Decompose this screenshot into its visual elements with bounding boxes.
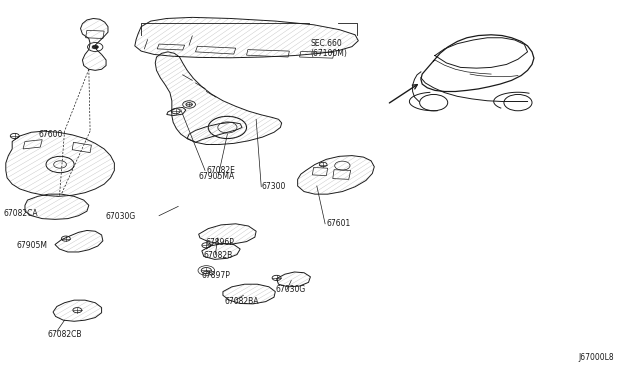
Text: J67000L8: J67000L8 <box>578 353 614 362</box>
Text: 67030G: 67030G <box>106 212 136 221</box>
Text: 67896P: 67896P <box>205 238 234 247</box>
Text: 67905M: 67905M <box>17 241 47 250</box>
Text: 67897P: 67897P <box>202 271 231 280</box>
Text: 67082BA: 67082BA <box>224 297 259 306</box>
Text: 67082B: 67082B <box>204 251 233 260</box>
Text: SEC.660: SEC.660 <box>310 39 342 48</box>
Circle shape <box>92 45 99 49</box>
Text: 67600: 67600 <box>39 130 63 140</box>
Text: 67905MA: 67905MA <box>198 172 235 181</box>
Text: 67030G: 67030G <box>275 285 305 294</box>
Text: 67082CB: 67082CB <box>47 330 82 339</box>
Text: (67100M): (67100M) <box>310 49 348 58</box>
Text: 67082E: 67082E <box>207 166 236 175</box>
Text: 67082CA: 67082CA <box>3 209 38 218</box>
Text: 67601: 67601 <box>326 219 351 228</box>
Text: 67300: 67300 <box>261 182 285 191</box>
